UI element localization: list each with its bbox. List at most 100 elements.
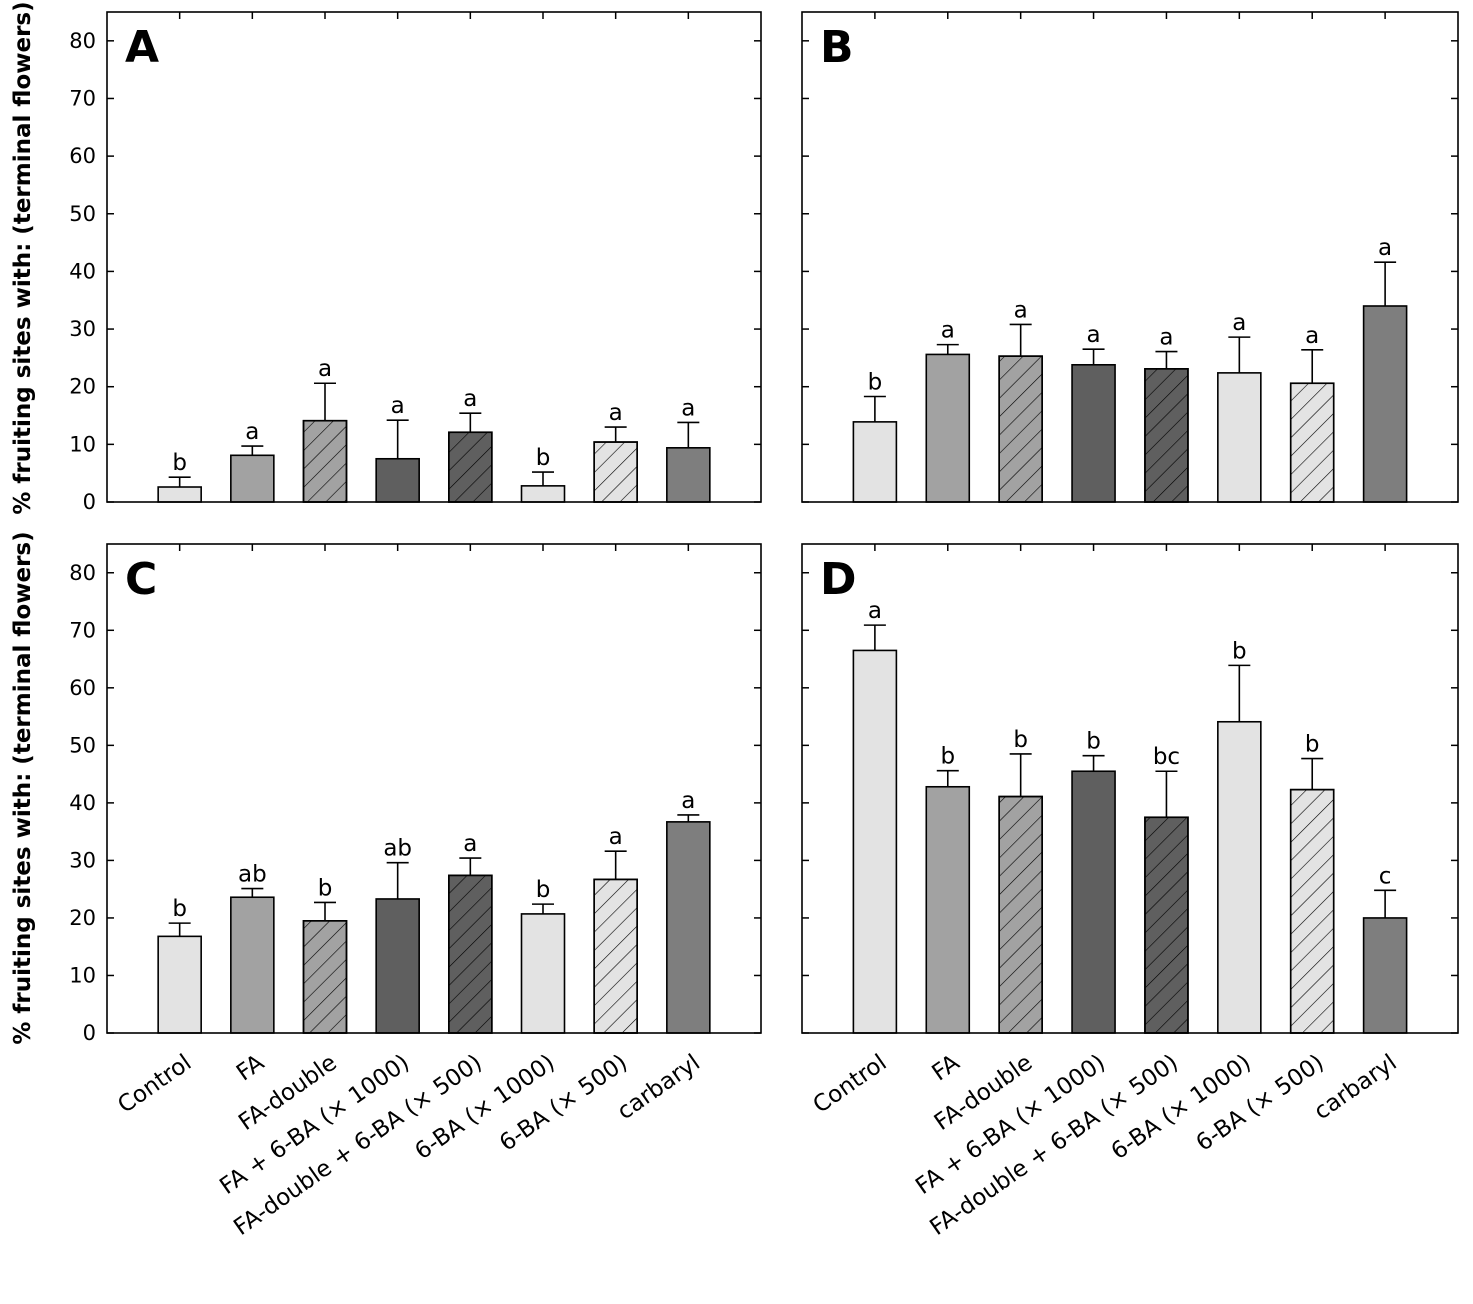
y-tick-label: 10 [69, 963, 96, 987]
y-tick-label: 70 [69, 618, 96, 642]
y-tick-label: 60 [69, 676, 96, 700]
bar [375, 898, 420, 1034]
bar [520, 485, 566, 503]
bar-hatch [448, 431, 493, 503]
y-axis-label-top: % fruiting sites with: (terminal flowers… [10, 1, 36, 514]
y-tick-label: 70 [69, 86, 96, 110]
y-tick-label: 60 [69, 144, 96, 168]
bar [375, 457, 420, 503]
significance-letter: b [1086, 729, 1101, 755]
significance-letter: a [1014, 297, 1028, 323]
panel-letter: D [820, 554, 857, 605]
bar [666, 447, 711, 503]
significance-letter: b [1232, 638, 1247, 664]
bar [520, 913, 566, 1034]
significance-letter: bc [1153, 744, 1180, 770]
y-tick-label: 10 [69, 432, 96, 456]
significance-letter: a [681, 788, 695, 814]
y-tick-label: 30 [69, 317, 96, 341]
bar-hatch [302, 920, 348, 1034]
significance-letter: a [941, 318, 955, 344]
panel-c: 01020304050607080bControlabFAbFA-doublea… [69, 543, 762, 1241]
bar [852, 421, 898, 503]
x-category-label: 6-BA (× 500) [1192, 1050, 1329, 1157]
bar-hatch [998, 795, 1043, 1034]
bar [157, 486, 202, 503]
significance-letter: a [463, 831, 477, 857]
significance-letter: a [1087, 322, 1101, 348]
significance-letter: a [318, 356, 332, 382]
significance-letter: a [245, 419, 259, 445]
x-category-label: FA [927, 1050, 964, 1087]
significance-letter: a [868, 598, 882, 624]
y-tick-label: 80 [69, 561, 96, 585]
y-tick-label: 40 [69, 259, 96, 283]
significance-letter: a [1232, 310, 1246, 336]
x-category-label: carbaryl [613, 1050, 705, 1125]
bar [925, 353, 971, 503]
bar [666, 821, 711, 1034]
bar [1071, 363, 1116, 503]
x-category-label: 6-BA (× 500) [495, 1050, 632, 1157]
bar [1362, 305, 1408, 503]
y-tick-label: 50 [69, 202, 96, 226]
panel-a: 0 10 20 30 40 50 60 70 80 b a a a a b a a A [69, 11, 762, 514]
significance-letter: b [940, 744, 955, 770]
y-tick-label: 80 [69, 29, 96, 53]
bar [1217, 372, 1262, 503]
y-tick-label: 20 [69, 375, 96, 399]
significance-letter: ab [238, 862, 267, 888]
panel-letter: C [125, 554, 157, 605]
significance-letter: a [1159, 325, 1173, 351]
significance-letter: a [609, 400, 623, 426]
y-axis-label-bottom: % fruiting sites with: (terminal flowers… [10, 531, 36, 1044]
bar-hatch [998, 355, 1043, 503]
plot-frame [801, 11, 1459, 503]
significance-letter: a [463, 386, 477, 412]
significance-letter: c [1379, 863, 1392, 889]
bar-hatch [302, 419, 348, 503]
bar [925, 785, 971, 1034]
significance-letter: b [1305, 732, 1320, 758]
bar-hatch [593, 878, 638, 1034]
plot-frame [106, 543, 762, 1034]
significance-letter: b [536, 445, 551, 471]
significance-letter: a [1305, 323, 1319, 349]
bar-hatch [1289, 788, 1335, 1034]
bar [1217, 720, 1262, 1034]
significance-letter: b [172, 450, 187, 476]
bar [1362, 917, 1408, 1034]
bar-hatch [1289, 382, 1335, 503]
bar [230, 454, 275, 503]
significance-letter: a [681, 395, 695, 421]
panel-letter: A [125, 22, 159, 73]
bar-hatch [1144, 368, 1189, 503]
x-category-label: carbaryl [1310, 1050, 1402, 1125]
significance-letter: b [318, 875, 333, 901]
y-tick-label: 30 [69, 848, 96, 872]
significance-letter: a [391, 393, 405, 419]
x-category-label: Control [113, 1050, 196, 1119]
significance-letter: a [1378, 235, 1392, 261]
significance-letter: b [172, 896, 187, 922]
bar [230, 896, 275, 1034]
y-tick-label: 50 [69, 733, 96, 757]
panel-b: b a a a a a a a B [801, 11, 1459, 503]
bar-hatch [593, 441, 638, 503]
x-category-label: FA [232, 1050, 269, 1087]
panel-letter: B [820, 22, 854, 73]
significance-letter: b [1013, 727, 1028, 753]
y-tick-label: 0 [83, 490, 96, 514]
bar-hatch [448, 874, 493, 1034]
significance-letter: a [609, 824, 623, 850]
x-category-label: Control [808, 1050, 891, 1119]
y-tick-label: 40 [69, 791, 96, 815]
plot-frame [106, 11, 762, 503]
significance-letter: b [536, 877, 551, 903]
significance-letter: b [868, 370, 883, 396]
bar-hatch [1144, 816, 1189, 1034]
bar [1071, 770, 1116, 1034]
